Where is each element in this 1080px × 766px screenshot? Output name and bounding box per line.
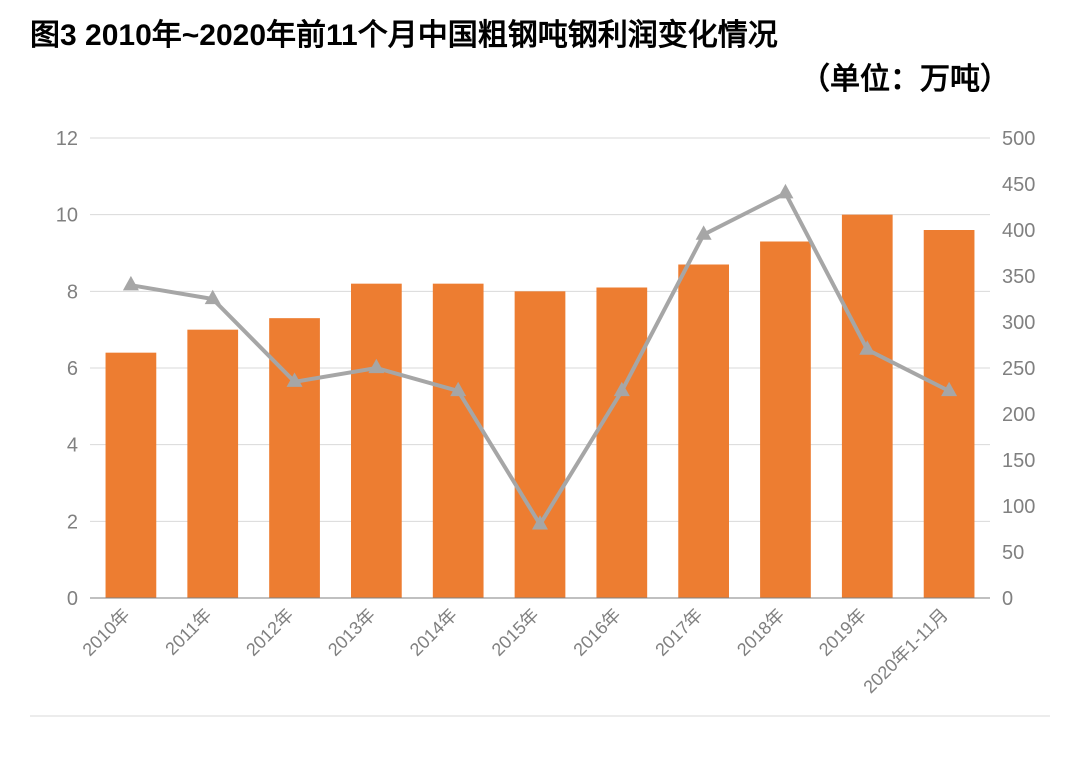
y-left-tick-label: 4 bbox=[67, 435, 78, 457]
x-tick-group: 2013年 bbox=[324, 605, 379, 660]
y-right-tick-label: 150 bbox=[1002, 450, 1035, 472]
line-marker-triangle bbox=[777, 184, 793, 198]
x-tick-group: 2010年 bbox=[79, 605, 134, 660]
x-tick-group: 2019年 bbox=[815, 605, 870, 660]
x-tick-label: 2010年 bbox=[79, 605, 134, 660]
y-left-tick-label: 12 bbox=[56, 128, 78, 150]
x-tick-group: 2016年 bbox=[569, 605, 624, 660]
y-right-tick-label: 400 bbox=[1002, 220, 1035, 242]
x-tick-group: 2012年 bbox=[242, 605, 297, 660]
bar bbox=[433, 284, 484, 598]
x-tick-label: 2014年 bbox=[406, 605, 461, 660]
x-tick-label: 2016年 bbox=[569, 605, 624, 660]
bar bbox=[187, 330, 238, 598]
chart-container: 0 2 4 6 8 10 12 0 50 100 150 200 250 300 350 400 450 500 2… bbox=[30, 118, 1050, 718]
bar bbox=[760, 242, 811, 599]
bar bbox=[924, 230, 975, 598]
chart-svg: 0 2 4 6 8 10 12 0 50 100 150 200 250 300 350 400 450 500 2… bbox=[30, 118, 1050, 718]
y-left-tick-label: 6 bbox=[67, 358, 78, 380]
x-tick-label: 2015年 bbox=[488, 605, 543, 660]
x-tick-group: 2017年 bbox=[651, 605, 706, 660]
x-tick-group: 2014年 bbox=[406, 605, 461, 660]
chart-title-block: 图3 2010年~2020年前11个月中国粗钢吨钢利润变化情况 （单位：万吨） bbox=[0, 0, 1080, 98]
y-right-tick-label: 450 bbox=[1002, 174, 1035, 196]
y-left-tick-label: 0 bbox=[67, 588, 78, 610]
x-tick-label: 2013年 bbox=[324, 605, 379, 660]
bar bbox=[269, 318, 320, 598]
x-tick-group: 2018年 bbox=[733, 605, 788, 660]
bar bbox=[106, 353, 157, 598]
y-left-tick-label: 2 bbox=[67, 511, 78, 533]
x-tick-label: 2018年 bbox=[733, 605, 788, 660]
y-right-tick-label: 200 bbox=[1002, 404, 1035, 426]
line-marker-triangle bbox=[123, 276, 139, 290]
bar bbox=[596, 288, 647, 599]
y-right-tick-label: 0 bbox=[1002, 588, 1013, 610]
x-tick-group: 2020年1-11月 bbox=[859, 605, 951, 697]
chart-title-line2: （单位：万吨） bbox=[30, 54, 1050, 98]
x-tick-group: 2011年 bbox=[161, 605, 215, 659]
x-tick-label: 2011年 bbox=[161, 605, 215, 659]
x-tick-label: 2017年 bbox=[651, 605, 706, 660]
y-left-tick-label: 10 bbox=[56, 205, 78, 227]
y-right-tick-label: 100 bbox=[1002, 496, 1035, 518]
x-tick-label: 2019年 bbox=[815, 605, 870, 660]
bar bbox=[678, 265, 729, 599]
y-right-tick-label: 250 bbox=[1002, 358, 1035, 380]
bar bbox=[351, 284, 402, 598]
y-left-tick-label: 8 bbox=[67, 281, 78, 303]
x-tick-label: 2020年1-11月 bbox=[859, 605, 951, 697]
y-right-tick-label: 300 bbox=[1002, 312, 1035, 334]
bar bbox=[515, 291, 566, 598]
x-tick-group: 2015年 bbox=[488, 605, 543, 660]
y-right-tick-label: 350 bbox=[1002, 266, 1035, 288]
chart-title-line1: 图3 2010年~2020年前11个月中国粗钢吨钢利润变化情况 bbox=[30, 10, 1050, 54]
x-tick-label: 2012年 bbox=[242, 605, 297, 660]
bar bbox=[842, 215, 893, 598]
y-right-tick-label: 500 bbox=[1002, 128, 1035, 150]
y-right-tick-label: 50 bbox=[1002, 542, 1024, 564]
